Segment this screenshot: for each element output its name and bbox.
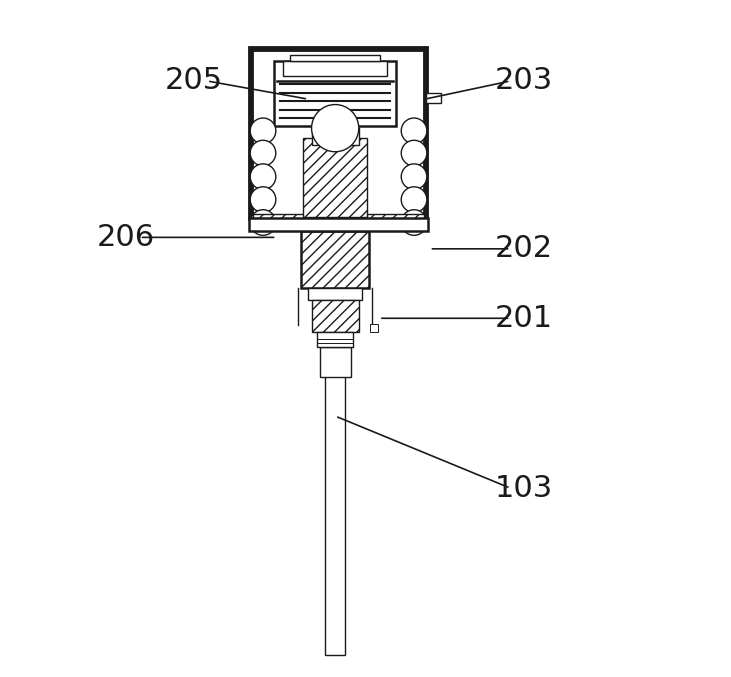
- Bar: [426, 93, 441, 102]
- Bar: [303, 138, 367, 217]
- Text: 202: 202: [495, 234, 553, 263]
- Circle shape: [401, 140, 427, 166]
- Circle shape: [250, 140, 276, 166]
- Circle shape: [401, 164, 427, 190]
- Bar: [325, 347, 345, 655]
- Bar: [249, 219, 428, 231]
- Bar: [283, 61, 387, 76]
- Circle shape: [401, 118, 427, 144]
- Bar: [319, 347, 351, 377]
- Bar: [274, 61, 396, 126]
- Text: 206: 206: [97, 223, 155, 252]
- Bar: [311, 128, 359, 145]
- Circle shape: [250, 210, 276, 236]
- Text: 205: 205: [164, 66, 223, 95]
- Bar: [290, 56, 380, 61]
- Bar: [301, 231, 369, 288]
- Circle shape: [250, 164, 276, 190]
- Circle shape: [401, 210, 427, 236]
- Circle shape: [311, 104, 359, 152]
- Bar: [253, 214, 424, 220]
- Text: 201: 201: [495, 304, 553, 333]
- Circle shape: [250, 118, 276, 144]
- Text: 203: 203: [495, 66, 553, 95]
- Circle shape: [401, 187, 427, 213]
- Bar: [308, 288, 362, 300]
- Circle shape: [250, 187, 276, 213]
- Bar: [370, 324, 379, 332]
- Bar: [311, 300, 359, 332]
- Text: 103: 103: [495, 474, 553, 503]
- Bar: [317, 332, 353, 347]
- Bar: [251, 49, 426, 219]
